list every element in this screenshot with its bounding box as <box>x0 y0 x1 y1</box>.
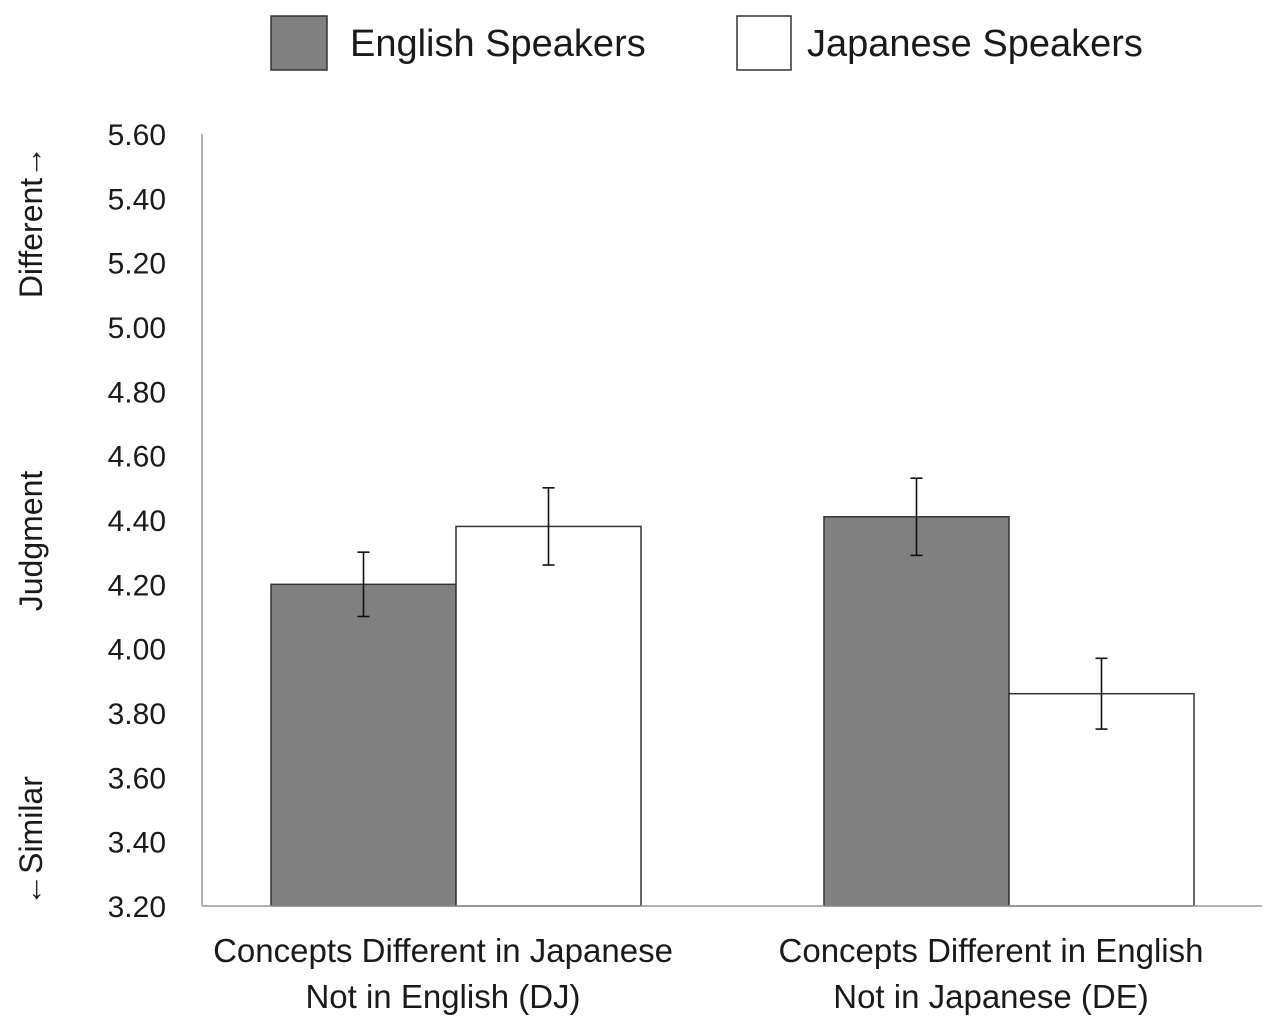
bar <box>455 525 642 907</box>
y-tick-label: 3.20 <box>108 891 166 924</box>
legend-label-english: English Speakers <box>350 23 646 65</box>
category-labels: Concepts Different in Japanese Not in Eng… <box>213 932 1203 1015</box>
y-tick-label: 4.80 <box>108 376 166 409</box>
x-category-label: Not in Japanese (DE) <box>833 978 1148 1015</box>
y-axis-label-part: ←Similar <box>13 776 49 906</box>
y-tick-label: 4.00 <box>108 634 166 667</box>
legend-label-japanese: Japanese Speakers <box>807 23 1143 65</box>
x-category-label: Concepts Different in Japanese <box>213 932 673 969</box>
y-tick-label: 4.40 <box>108 505 166 538</box>
y-tick-label: 4.60 <box>108 441 166 474</box>
legend-swatch-japanese <box>736 15 792 71</box>
legend: English Speakers Japanese Speakers <box>270 15 1143 71</box>
bar <box>270 583 457 907</box>
y-axis-label-part: Judgment <box>13 471 49 612</box>
y-tick-label: 5.00 <box>108 312 166 345</box>
y-tick-label: 3.40 <box>108 827 166 860</box>
y-tick-label: 5.40 <box>108 183 166 216</box>
x-category-label: Not in English (DJ) <box>305 978 580 1015</box>
y-tick-label: 3.80 <box>108 698 166 731</box>
error-bars <box>357 477 1108 730</box>
y-axis-label: ←Similar Judgment Different→ <box>13 146 49 906</box>
legend-swatch-english <box>270 15 328 71</box>
y-tick-label: 5.60 <box>108 119 166 152</box>
bars <box>270 516 1195 907</box>
bar <box>823 516 1010 907</box>
y-axis-ticks: 3.20 3.40 3.60 3.80 4.00 4.20 4.40 4.60 4.80 5.00… <box>108 119 166 924</box>
y-tick-label: 3.60 <box>108 762 166 795</box>
x-category-label: Concepts Different in English <box>779 932 1204 969</box>
y-tick-label: 4.20 <box>108 569 166 602</box>
y-tick-label: 5.20 <box>108 248 166 281</box>
y-axis-label-part: Different→ <box>13 146 49 298</box>
